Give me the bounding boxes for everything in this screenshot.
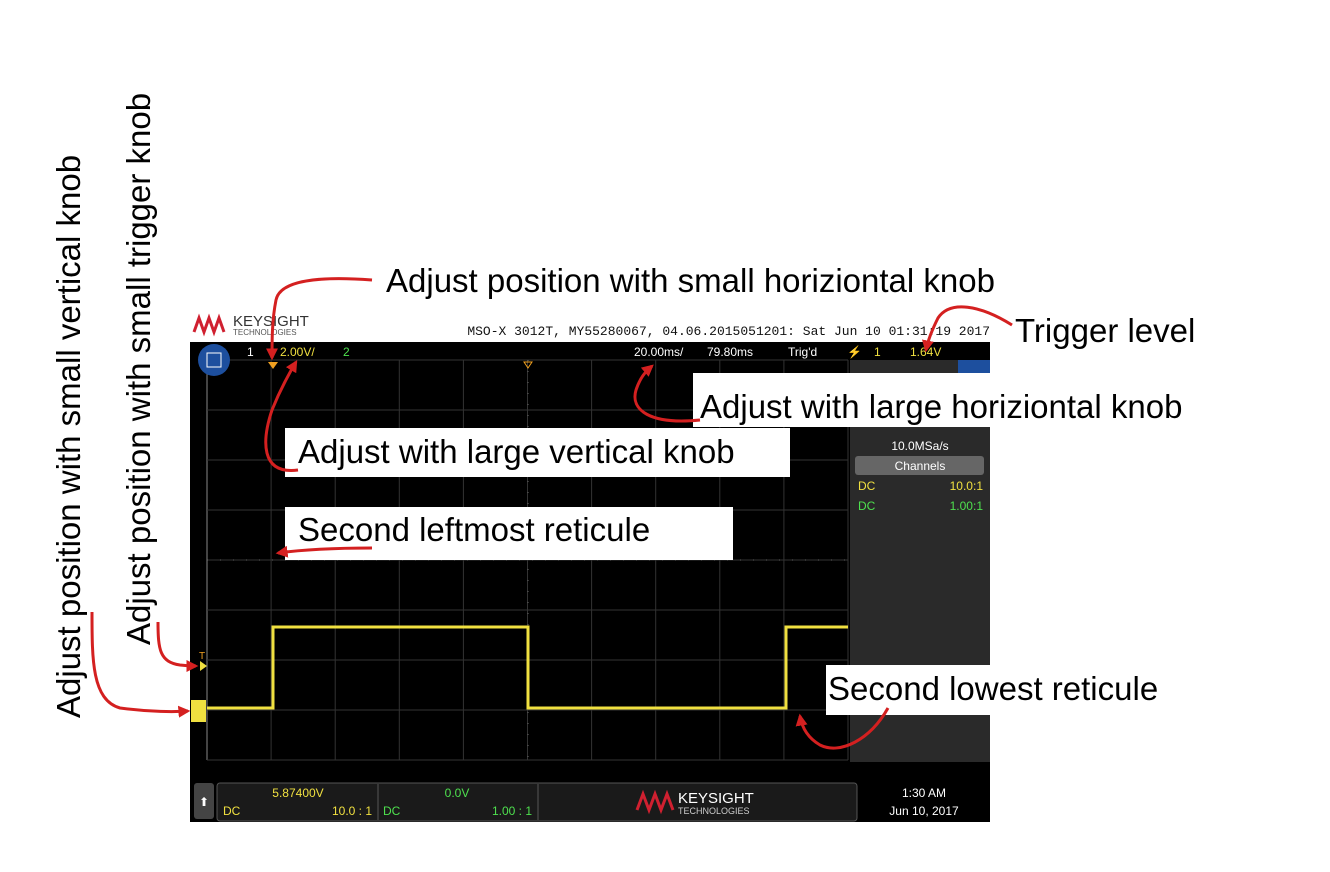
ch1-label: 1 xyxy=(247,345,254,359)
ch1-ground-marker xyxy=(191,700,206,722)
annotation: Second lowest reticule xyxy=(828,670,1158,707)
instrument-info: MSO-X 3012T, MY55280067, 04.06.201505120… xyxy=(467,324,990,339)
ch2-label: 2 xyxy=(343,345,350,359)
annotation: Trigger level xyxy=(1015,312,1195,349)
annotation-box xyxy=(285,507,733,560)
ch2-coupling: DC xyxy=(383,804,401,818)
ch2-probe: 1.00 : 1 xyxy=(492,804,532,818)
sample-rate: 10.0MSa/s xyxy=(891,439,948,453)
trigger-source: 1 xyxy=(874,345,881,359)
logo xyxy=(635,789,675,815)
arrow xyxy=(922,305,1013,353)
brand: KEYSIGHT xyxy=(678,790,754,807)
delay: 79.80ms xyxy=(707,345,753,359)
ch2-coupling: DC xyxy=(858,499,876,513)
trigger-arrow xyxy=(200,661,207,671)
arrow xyxy=(156,621,199,672)
annotation: Adjust position with small horiziontal k… xyxy=(386,262,995,299)
channel-bar xyxy=(216,782,858,822)
up-icon: ⬆ xyxy=(199,795,209,809)
ch2-probe: 1.00:1 xyxy=(950,499,984,513)
brand: KEYSIGHT xyxy=(233,313,309,330)
status-bar xyxy=(190,342,990,362)
annotation: Adjust position with small vertical knob xyxy=(50,155,87,718)
ch1-scale: 2.00V/ xyxy=(280,345,315,359)
ch1-coupling: DC xyxy=(223,804,241,818)
trigger-state: Trig'd xyxy=(788,345,817,359)
delay-marker xyxy=(268,362,278,369)
brand-sub: TECHNOLOGIES xyxy=(678,806,750,816)
annotation-box xyxy=(826,665,1200,715)
waveform xyxy=(207,625,848,710)
arrow xyxy=(264,359,299,472)
brand-sub: TECHNOLOGIES xyxy=(233,328,297,337)
logo xyxy=(192,313,226,337)
annotation: Adjust with large horiziontal knob xyxy=(700,388,1182,425)
menu-button[interactable] xyxy=(198,344,230,376)
ch1-probe: 10.0 : 1 xyxy=(332,804,372,818)
annotation-box xyxy=(285,428,790,477)
ch1-coupling: DC xyxy=(858,479,876,493)
annotation: Second leftmost reticule xyxy=(298,511,650,548)
arrow xyxy=(275,545,373,558)
arrow xyxy=(795,707,890,750)
annotation: Adjust with large vertical knob xyxy=(298,433,735,470)
annotation: Adjust position with small trigger knob xyxy=(120,93,157,645)
trigger-marker: T xyxy=(199,651,205,662)
channels-button[interactable] xyxy=(855,456,984,475)
arrow xyxy=(633,364,701,423)
annotation-box xyxy=(693,373,1240,427)
center-marker xyxy=(523,361,533,369)
channels-button-label: Channels xyxy=(895,459,946,473)
ch2-offset: 0.0V xyxy=(445,786,470,800)
timebase: 20.00ms/ xyxy=(634,345,684,359)
trigger-edge: ⚡ xyxy=(847,345,862,359)
clock-time: 1:30 AM xyxy=(902,786,946,800)
clock-date: Jun 10, 2017 xyxy=(889,804,959,818)
up-button[interactable] xyxy=(194,783,214,819)
menu-icon xyxy=(206,352,222,368)
ch1-probe: 10.0:1 xyxy=(950,479,984,493)
arrow xyxy=(266,277,373,361)
arrow xyxy=(90,611,191,718)
ch1-offset: 5.87400V xyxy=(272,786,323,800)
